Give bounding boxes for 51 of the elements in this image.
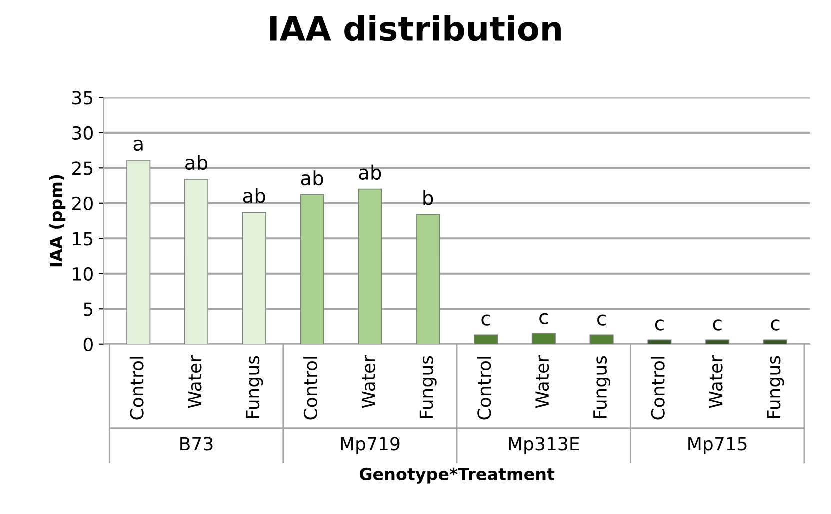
bar [706, 340, 730, 344]
data-label: c [713, 320, 722, 331]
bar [358, 188, 382, 344]
x-tick-label: Control [130, 357, 144, 420]
bar [474, 334, 498, 344]
x-tick-label: Fungus [594, 356, 611, 418]
data-label: ab [301, 170, 324, 186]
data-label: c [771, 320, 780, 331]
x-tick-label: Control [650, 357, 665, 420]
data-label: c [655, 320, 664, 331]
bar [300, 194, 324, 344]
data-label: b [424, 190, 434, 206]
bar [648, 340, 672, 344]
y-tick-label: 30 [72, 126, 93, 140]
x-tick-label: Water [188, 355, 202, 408]
x-tick-label: Water [536, 355, 550, 408]
x-tick-label: Water [709, 355, 723, 408]
x-tick-label: Fungus [420, 356, 437, 418]
data-label: ab [359, 164, 382, 180]
y-axis-title: IAA (ppm) [50, 175, 66, 267]
bar [763, 340, 788, 344]
data-label: ab [243, 188, 266, 204]
bar [416, 214, 440, 344]
y-tick-label: 25 [72, 162, 93, 176]
bar [242, 212, 266, 344]
bar [590, 334, 614, 344]
text: Mp715 [688, 437, 747, 454]
bar [184, 179, 209, 344]
x-tick-label: Fungus [767, 356, 784, 418]
y-tick-label: 0 [84, 338, 93, 352]
x-axis-title: Genotype*Treatment [360, 468, 555, 484]
y-tick-label: 35 [72, 91, 93, 105]
text: Mp313E [509, 437, 580, 454]
bar [532, 333, 556, 344]
data-label: c [540, 313, 548, 324]
data-label: c [482, 314, 490, 326]
y-tick-label: 15 [73, 232, 93, 246]
y-tick-label: 10 [73, 267, 93, 282]
y-tick-label: 5 [84, 302, 93, 316]
y-tick-label: 20 [72, 196, 93, 211]
data-label: a [134, 140, 143, 152]
data-label: c [598, 314, 606, 326]
text: Mp719 [341, 437, 400, 454]
data-label: ab [186, 155, 208, 170]
x-tick-label: Fungus [246, 356, 264, 418]
bar [126, 160, 151, 344]
text: B73 [180, 437, 213, 451]
x-tick-label: Control [304, 357, 318, 420]
x-tick-label: Water [362, 355, 376, 408]
x-tick-label: Control [477, 357, 492, 420]
chart-title: IAA distribution [270, 15, 561, 42]
